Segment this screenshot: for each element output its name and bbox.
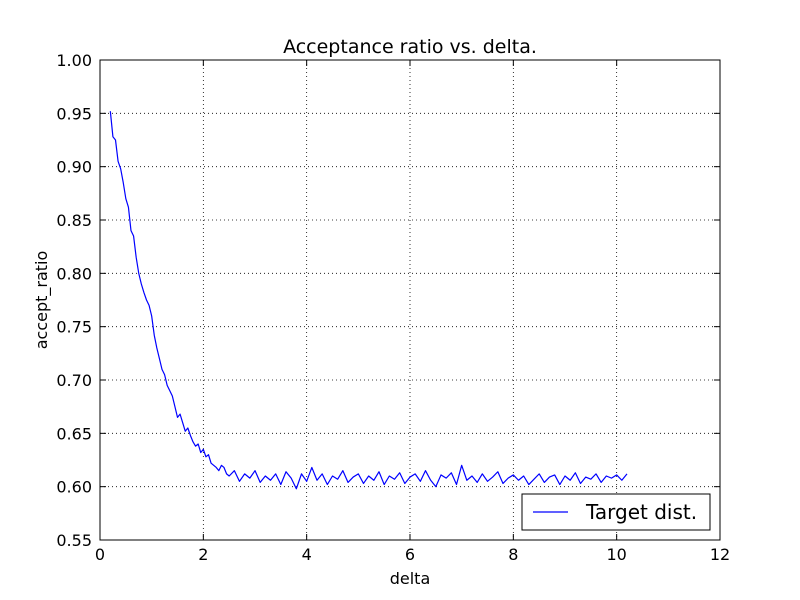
x-tick-label: 2 — [198, 545, 208, 564]
x-tick-label: 10 — [606, 545, 626, 564]
y-tick-label: 0.75 — [56, 318, 92, 337]
y-tick-label: 0.55 — [56, 531, 92, 550]
grid-lines — [100, 60, 720, 540]
x-tick-label: 4 — [302, 545, 312, 564]
y-tick-label: 0.85 — [56, 211, 92, 230]
x-tick-label: 6 — [405, 545, 415, 564]
chart-title: Acceptance ratio vs. delta. — [283, 36, 537, 58]
x-tick-label: 8 — [508, 545, 518, 564]
y-tick-label: 0.95 — [56, 104, 92, 123]
series-line-0 — [109, 111, 628, 490]
y-tick-label: 1.00 — [56, 51, 92, 70]
y-tick-label: 0.80 — [56, 264, 92, 283]
legend-label-target-dist: Target dist. — [585, 500, 697, 524]
x-tick-label: 0 — [95, 545, 105, 564]
y-tick-label: 0.60 — [56, 478, 92, 497]
y-tick-label: 0.70 — [56, 371, 92, 390]
y-axis-label: accept_ratio — [32, 251, 52, 350]
x-axis-label: delta — [390, 569, 431, 588]
y-tick-label: 0.65 — [56, 424, 92, 443]
y-axis-ticks: 0.55 0.60 0.65 0.70 0.75 0.80 0.85 0.90 0.95 1.00 — [56, 51, 720, 550]
y-tick-label: 0.90 — [56, 158, 92, 177]
series-layer — [109, 111, 628, 490]
x-tick-label: 12 — [710, 545, 730, 564]
x-axis-ticks: 0 2 4 6 8 10 12 — [95, 60, 730, 564]
legend: Target dist. — [521, 493, 711, 531]
